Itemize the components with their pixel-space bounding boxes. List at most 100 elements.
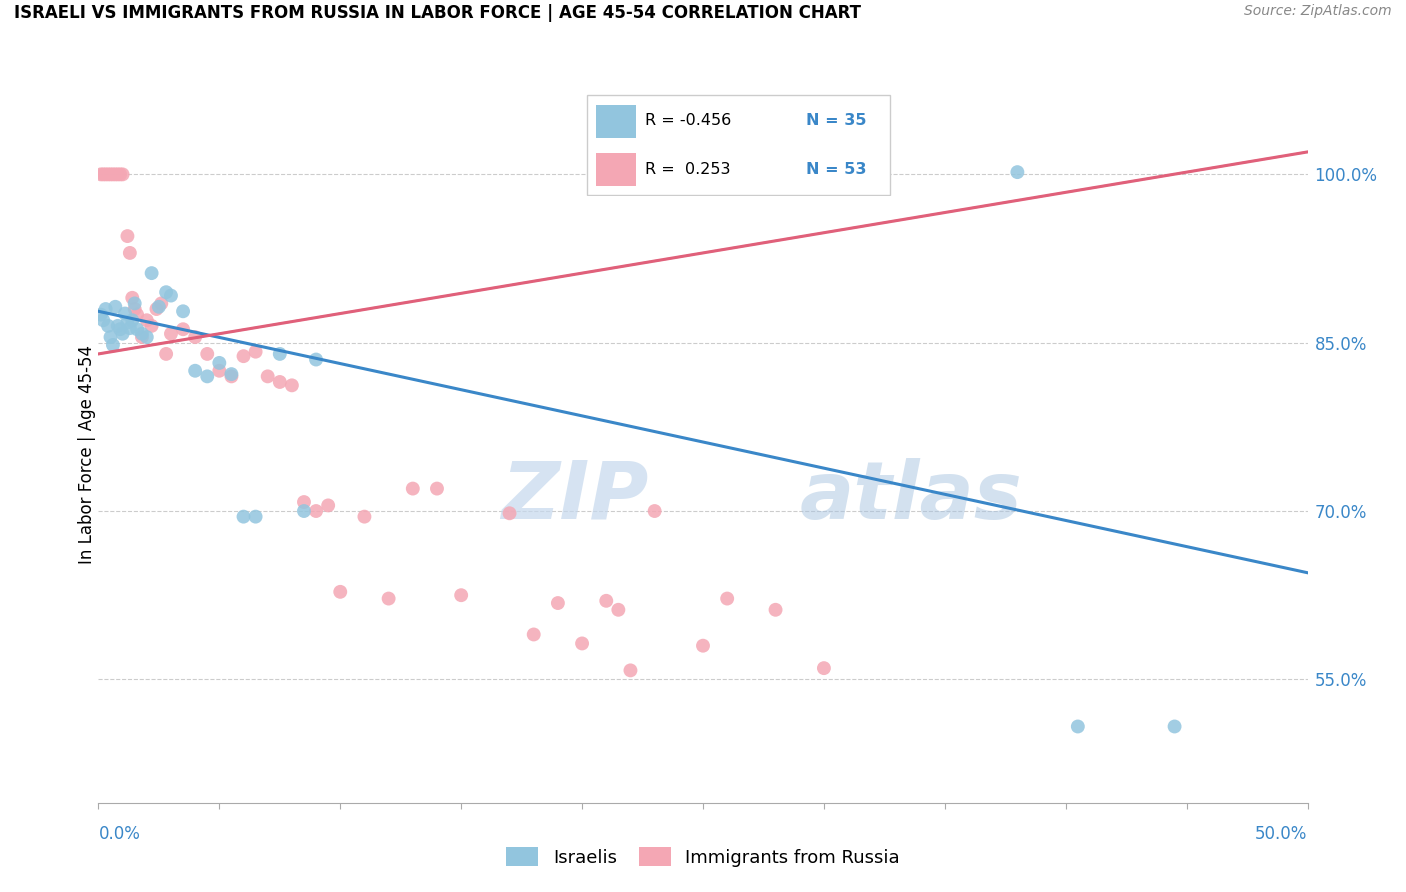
Text: atlas: atlas	[800, 458, 1022, 536]
Point	[108, 167, 131, 181]
Point	[377, 591, 399, 606]
Text: N = 53: N = 53	[806, 161, 866, 177]
Point	[619, 664, 641, 678]
Point	[117, 316, 139, 330]
Text: 0.0%: 0.0%	[98, 825, 141, 843]
Point	[155, 285, 177, 300]
Text: R =  0.253: R = 0.253	[645, 161, 731, 177]
Point	[644, 504, 666, 518]
Point	[305, 352, 328, 367]
Point	[150, 296, 173, 310]
Point	[160, 288, 183, 302]
Point	[90, 308, 112, 322]
Point	[131, 326, 153, 341]
Point	[195, 369, 218, 384]
Point	[118, 246, 141, 260]
FancyBboxPatch shape	[586, 95, 890, 195]
Point	[221, 367, 243, 381]
Point	[329, 584, 352, 599]
Point	[90, 167, 112, 181]
Point	[97, 318, 120, 333]
Point	[135, 313, 157, 327]
Point	[107, 318, 129, 333]
Point	[141, 266, 163, 280]
Text: 50.0%: 50.0%	[1256, 825, 1308, 843]
Point	[121, 313, 143, 327]
Point	[155, 347, 177, 361]
Point	[100, 330, 122, 344]
Point	[101, 167, 124, 181]
Point	[571, 636, 593, 650]
Point	[184, 330, 207, 344]
Point	[692, 639, 714, 653]
Y-axis label: In Labor Force | Age 45-54: In Labor Force | Age 45-54	[79, 345, 96, 565]
Point	[94, 301, 117, 316]
Point	[1067, 719, 1090, 733]
FancyBboxPatch shape	[596, 153, 636, 186]
Point	[208, 356, 231, 370]
Point	[172, 322, 194, 336]
Point	[118, 321, 141, 335]
Point	[97, 167, 120, 181]
Point	[108, 322, 131, 336]
Point	[221, 369, 243, 384]
Point	[292, 495, 315, 509]
Point	[195, 347, 218, 361]
Point	[131, 330, 153, 344]
Point	[101, 338, 124, 352]
Point	[148, 300, 170, 314]
Text: ZIP: ZIP	[501, 458, 648, 536]
Point	[135, 330, 157, 344]
Point	[765, 603, 787, 617]
Point	[256, 369, 278, 384]
Point	[111, 167, 134, 181]
Point	[292, 504, 315, 518]
Point	[127, 308, 149, 322]
Point	[450, 588, 472, 602]
Text: N = 35: N = 35	[806, 113, 866, 128]
Point	[305, 504, 328, 518]
Point	[716, 591, 738, 606]
Point	[607, 603, 630, 617]
Point	[402, 482, 425, 496]
Point	[127, 322, 149, 336]
Point	[353, 509, 375, 524]
Point	[121, 291, 143, 305]
Point	[269, 347, 291, 361]
Point	[100, 167, 122, 181]
Point	[1007, 165, 1029, 179]
Text: ISRAELI VS IMMIGRANTS FROM RUSSIA IN LABOR FORCE | AGE 45-54 CORRELATION CHART: ISRAELI VS IMMIGRANTS FROM RUSSIA IN LAB…	[14, 4, 860, 22]
Point	[426, 482, 449, 496]
Point	[117, 229, 139, 244]
Point	[595, 594, 617, 608]
Point	[94, 167, 117, 181]
Point	[1163, 719, 1185, 733]
Point	[316, 499, 339, 513]
FancyBboxPatch shape	[596, 105, 636, 137]
Point	[498, 506, 520, 520]
Point	[111, 326, 134, 341]
Point	[281, 378, 304, 392]
Point	[813, 661, 835, 675]
Point	[141, 318, 163, 333]
Point	[172, 304, 194, 318]
Point	[269, 375, 291, 389]
Point	[114, 306, 136, 320]
Point	[547, 596, 569, 610]
Point	[91, 313, 114, 327]
Text: Source: ZipAtlas.com: Source: ZipAtlas.com	[1244, 4, 1392, 19]
Point	[245, 344, 267, 359]
Point	[104, 167, 127, 181]
Point	[124, 301, 146, 316]
Point	[523, 627, 546, 641]
Point	[91, 167, 114, 181]
Point	[232, 349, 254, 363]
Point	[104, 300, 127, 314]
Point	[107, 167, 129, 181]
Legend: Israelis, Immigrants from Russia: Israelis, Immigrants from Russia	[499, 840, 907, 874]
Point	[160, 326, 183, 341]
Point	[232, 509, 254, 524]
Point	[124, 296, 146, 310]
Text: R = -0.456: R = -0.456	[645, 113, 731, 128]
Point	[145, 301, 167, 316]
